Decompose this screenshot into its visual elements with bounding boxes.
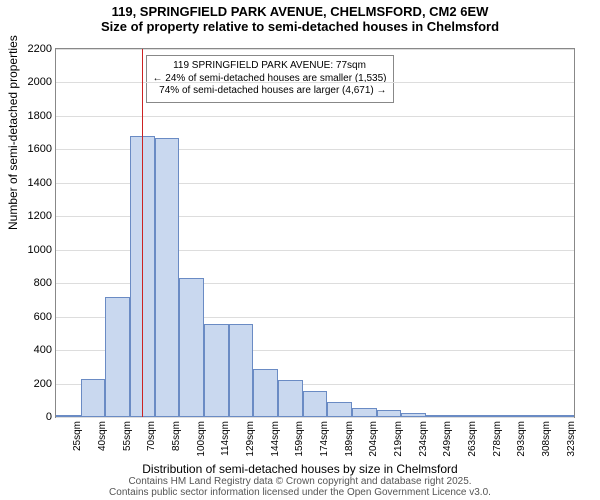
histogram-bar (500, 415, 525, 417)
x-tick-label: 129sqm (245, 421, 256, 457)
y-tick-label: 400 (34, 344, 56, 356)
y-tick-label: 2200 (28, 43, 56, 55)
attribution-footer: Contains HM Land Registry data © Crown c… (0, 476, 600, 498)
y-tick-label: 200 (34, 378, 56, 390)
histogram-bar (352, 408, 377, 417)
y-axis-label: Number of semi-detached properties (6, 35, 20, 230)
y-tick-label: 1200 (28, 210, 56, 222)
x-tick-label: 144sqm (270, 421, 281, 457)
grid-line (56, 417, 574, 418)
y-tick-label: 1800 (28, 110, 56, 122)
histogram-bar (451, 415, 476, 417)
histogram-bar (155, 138, 180, 417)
histogram-bar (56, 415, 81, 417)
reference-annotation-box: 119 SPRINGFIELD PARK AVENUE: 77sqm ← 24%… (146, 55, 394, 103)
histogram-bar (401, 413, 426, 417)
histogram-bar (303, 391, 328, 417)
x-tick-label: 234sqm (418, 421, 429, 457)
x-tick-label: 323sqm (566, 421, 577, 457)
histogram-bar (204, 324, 229, 417)
x-tick-label: 25sqm (72, 421, 83, 451)
chart-plot-area: 119 SPRINGFIELD PARK AVENUE: 77sqm ← 24%… (55, 48, 575, 418)
histogram-bar (105, 297, 130, 417)
y-tick-label: 600 (34, 311, 56, 323)
x-tick-label: 204sqm (368, 421, 379, 457)
x-tick-label: 40sqm (97, 421, 108, 451)
x-tick-label: 55sqm (122, 421, 133, 451)
x-axis-label: Distribution of semi-detached houses by … (0, 462, 600, 476)
grid-line (56, 116, 574, 117)
x-tick-label: 219sqm (393, 421, 404, 457)
x-tick-label: 85sqm (171, 421, 182, 451)
y-tick-label: 800 (34, 277, 56, 289)
histogram-bar (81, 379, 106, 417)
annotation-line-3: 74% of semi-detached houses are larger (… (153, 85, 387, 98)
footer-line-1: Contains HM Land Registry data © Crown c… (0, 476, 600, 487)
x-tick-label: 70sqm (146, 421, 157, 451)
grid-line (56, 49, 574, 50)
x-tick-label: 174sqm (319, 421, 330, 457)
annotation-line-1: 119 SPRINGFIELD PARK AVENUE: 77sqm (153, 60, 387, 73)
histogram-bar (475, 415, 500, 418)
x-tick-label: 249sqm (442, 421, 453, 457)
reference-line (142, 49, 143, 417)
x-tick-label: 189sqm (344, 421, 355, 457)
x-tick-label: 159sqm (294, 421, 305, 457)
x-tick-label: 100sqm (196, 421, 207, 457)
y-tick-label: 1000 (28, 244, 56, 256)
y-tick-label: 1400 (28, 177, 56, 189)
histogram-bar (229, 324, 254, 417)
chart-title-block: 119, SPRINGFIELD PARK AVENUE, CHELMSFORD… (0, 0, 600, 34)
histogram-bar (179, 278, 204, 417)
y-tick-label: 1600 (28, 143, 56, 155)
title-line-2: Size of property relative to semi-detach… (0, 19, 600, 34)
x-tick-label: 114sqm (220, 421, 231, 456)
histogram-bar (426, 415, 451, 417)
histogram-bar (253, 369, 278, 418)
histogram-bar (525, 415, 550, 417)
footer-line-2: Contains public sector information licen… (0, 487, 600, 498)
title-line-1: 119, SPRINGFIELD PARK AVENUE, CHELMSFORD… (0, 4, 600, 19)
x-tick-label: 278sqm (492, 421, 503, 457)
histogram-bar (549, 415, 574, 417)
y-tick-label: 0 (46, 411, 56, 423)
histogram-bar (327, 402, 352, 417)
histogram-bar (377, 410, 402, 417)
y-tick-label: 2000 (28, 76, 56, 88)
x-tick-label: 263sqm (467, 421, 478, 457)
x-tick-label: 293sqm (516, 421, 527, 457)
grid-line (56, 82, 574, 83)
x-tick-label: 308sqm (541, 421, 552, 457)
histogram-bar (278, 380, 303, 417)
